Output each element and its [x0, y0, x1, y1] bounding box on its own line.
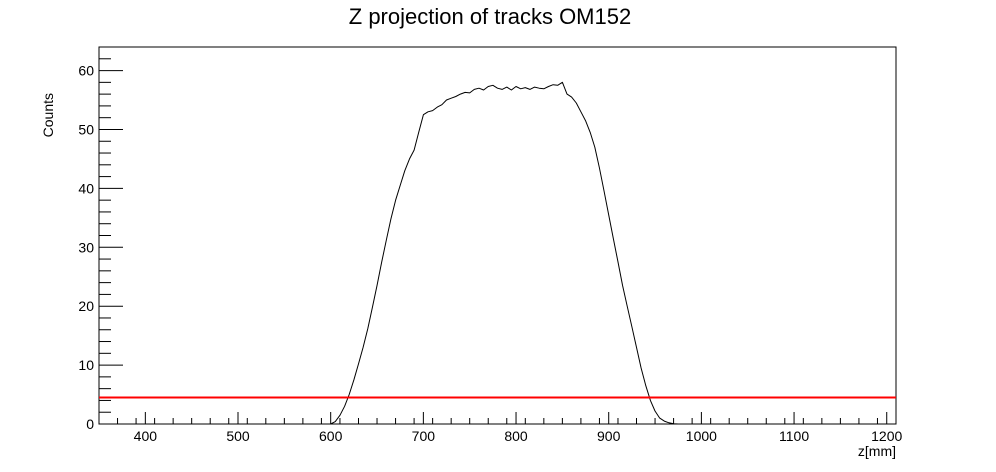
x-axis-label: z[mm]	[858, 443, 896, 459]
y-tick-label: 60	[78, 63, 94, 79]
y-tick-label: 40	[78, 180, 94, 196]
x-tick-label: 500	[226, 428, 250, 444]
y-tick-label: 30	[78, 239, 94, 255]
x-tick-label: 1000	[686, 428, 717, 444]
y-tick-label: 0	[86, 416, 94, 432]
y-tick-label: 50	[78, 121, 94, 137]
series-layer	[99, 81, 896, 425]
y-axis-ticks: 0 10 20 30 40 50 60	[78, 46, 123, 432]
x-tick-label: 400	[134, 428, 158, 444]
x-tick-label: 700	[412, 428, 436, 444]
x-tick-label: 900	[597, 428, 621, 444]
x-tick-label: 1200	[871, 428, 902, 444]
plot-frame	[98, 46, 897, 425]
x-tick-label: 600	[319, 428, 343, 444]
y-tick-label: 20	[78, 298, 94, 314]
x-tick-label: 1100	[779, 428, 809, 444]
x-tick-label: 800	[504, 428, 528, 444]
x-axis-ticks: 400 500 600 700 800 900 1000 1100 1200	[98, 412, 903, 444]
y-tick-label: 10	[78, 357, 94, 373]
y-axis-label: Counts	[40, 93, 56, 137]
chart-title: Z projection of tracks OM152	[349, 4, 631, 29]
histogram-line	[330, 81, 683, 425]
